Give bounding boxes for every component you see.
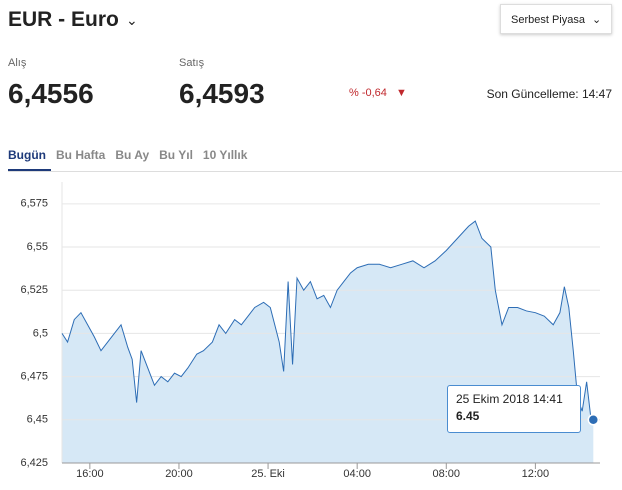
y-tick-label: 6,525 — [20, 284, 48, 296]
market-select[interactable]: Serbest Piyasa ⌄ — [500, 4, 612, 34]
market-label: Serbest Piyasa — [511, 14, 585, 26]
x-tick-label: 20:00 — [165, 468, 193, 480]
tooltip-date: 25 Ekim 2018 14:41 — [456, 392, 563, 406]
tab-underline — [8, 169, 51, 171]
y-tick-label: 6,575 — [20, 198, 48, 210]
x-tick-label: 08:00 — [433, 468, 461, 480]
tooltip: 25 Ekim 2018 14:41 6.45 — [447, 385, 581, 433]
tab[interactable]: Bugün — [8, 148, 46, 162]
tab[interactable]: 10 Yıllık — [202, 148, 248, 162]
change: % -0,64 ▼ — [349, 87, 407, 99]
tab[interactable]: Bu Hafta — [56, 148, 106, 162]
y-tick-label: 6,55 — [27, 241, 48, 253]
updated: Son Güncelleme: 14:47 — [486, 87, 612, 101]
x-tick-label: 16:00 — [76, 468, 104, 480]
y-tick-label: 6,45 — [27, 414, 48, 426]
tooltip-value: 6.45 — [456, 409, 480, 423]
change-value: % -0,64 — [349, 87, 387, 99]
x-tick-label: 12:00 — [522, 468, 550, 480]
tab[interactable]: Bu Yıl — [159, 148, 193, 162]
sell-label: Satış — [179, 57, 205, 69]
x-tick-label: 04:00 — [343, 468, 371, 480]
tabs: Bugün Bu Hafta Bu Ay Bu Yıl 10 Yıllık — [8, 148, 247, 162]
y-tick-label: 6,425 — [20, 457, 48, 469]
y-tick-label: 6,5 — [33, 327, 48, 339]
line — [61, 220, 594, 421]
buy-value: 6,4556 — [8, 78, 94, 109]
tab[interactable]: Bu Ay — [115, 148, 150, 162]
tab-divider — [8, 171, 622, 172]
x-tick-label: 25. Eki — [251, 468, 285, 480]
buy-label: Alış — [8, 57, 27, 69]
title-caret[interactable]: ⌄ — [126, 12, 138, 28]
hover-point — [587, 414, 600, 426]
y-tick-label: 6,475 — [20, 371, 48, 383]
title: EUR - Euro — [8, 8, 119, 31]
sell-value: 6,4593 — [179, 78, 265, 109]
